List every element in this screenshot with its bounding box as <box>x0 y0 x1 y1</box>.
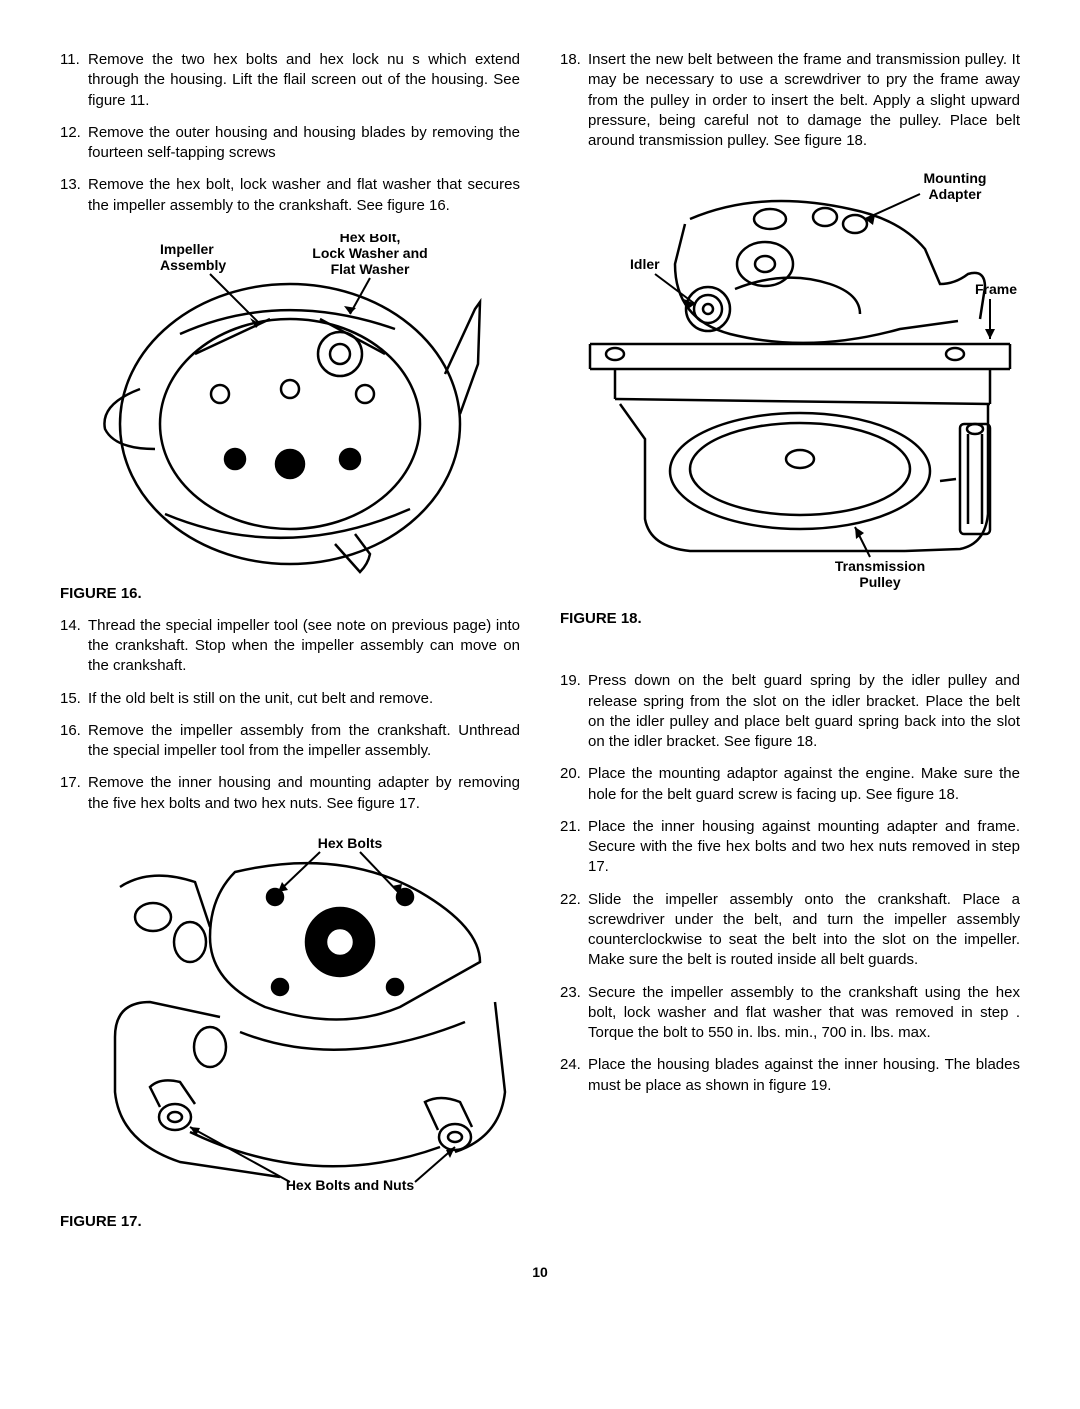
step-number: 19. <box>560 671 588 752</box>
step-text: Remove the impeller assembly from the cr… <box>88 721 520 762</box>
step-item: 22. Slide the impeller assembly onto the… <box>560 890 1020 971</box>
step-text: Remove the two hex bolts and hex lock nu… <box>88 50 520 111</box>
step-item: 18. Insert the new belt between the fram… <box>560 50 1020 151</box>
step-text: Place the inner housing against mounting… <box>588 817 1020 878</box>
step-item: 13. Remove the hex bolt, lock washer and… <box>60 175 520 216</box>
step-item: 21. Place the inner housing against moun… <box>560 817 1020 878</box>
leader-line <box>190 1127 290 1182</box>
step-text: Remove the hex bolt, lock washer and fla… <box>88 175 520 216</box>
step-text: Remove the inner housing and mounting ad… <box>88 773 520 814</box>
step-text: Place the housing blades against the inn… <box>588 1055 1020 1096</box>
figure-17-svg: Hex Bolts <box>60 832 520 1202</box>
steps-list-left-b: 14. Thread the special impeller tool (se… <box>60 616 520 814</box>
label-pulley: Pulley <box>859 574 900 590</box>
figure-18: Mounting Adapter Idler Frame Transmissio… <box>560 169 1020 627</box>
figure-16-caption: FIGURE 16. <box>60 585 520 602</box>
figure-16: Impeller Assembly Hex Bolt, Lock Washer … <box>60 234 520 602</box>
figure-17: Hex Bolts <box>60 832 520 1230</box>
label-flatwasher: Flat Washer <box>331 261 410 277</box>
right-column: 18. Insert the new belt between the fram… <box>560 50 1020 1244</box>
label-assembly: Assembly <box>160 257 226 273</box>
step-text: Remove the outer housing and housing bla… <box>88 123 520 164</box>
page-number: 10 <box>60 1264 1020 1280</box>
step-number: 15. <box>60 689 88 709</box>
label-idler: Idler <box>630 256 660 272</box>
label-mounting: Mounting <box>924 170 987 186</box>
transmission-drawing <box>620 404 990 551</box>
figure-18-svg: Mounting Adapter Idler Frame Transmissio… <box>560 169 1020 599</box>
step-number: 24. <box>560 1055 588 1096</box>
step-text: If the old belt is still on the unit, cu… <box>88 689 520 709</box>
step-number: 14. <box>60 616 88 677</box>
step-number: 13. <box>60 175 88 216</box>
step-item: 14. Thread the special impeller tool (se… <box>60 616 520 677</box>
label-impeller: Impeller <box>160 241 214 257</box>
step-number: 18. <box>560 50 588 151</box>
step-text: Secure the impeller assembly to the cran… <box>588 983 1020 1044</box>
steps-list-right-a: 18. Insert the new belt between the fram… <box>560 50 1020 151</box>
step-text: Press down on the belt guard spring by t… <box>588 671 1020 752</box>
figure-17-caption: FIGURE 17. <box>60 1213 520 1230</box>
step-item: 24. Place the housing blades against the… <box>560 1055 1020 1096</box>
label-frame: Frame <box>975 281 1017 297</box>
left-column: 11. Remove the two hex bolts and hex loc… <box>60 50 520 1244</box>
step-item: 19. Press down on the belt guard spring … <box>560 671 1020 752</box>
step-text: Slide the impeller assembly onto the cra… <box>588 890 1020 971</box>
step-item: 12. Remove the outer housing and housing… <box>60 123 520 164</box>
step-number: 21. <box>560 817 588 878</box>
step-item: 23. Secure the impeller assembly to the … <box>560 983 1020 1044</box>
figure-16-svg: Impeller Assembly Hex Bolt, Lock Washer … <box>60 234 520 574</box>
steps-list-left-a: 11. Remove the two hex bolts and hex loc… <box>60 50 520 216</box>
label-adapter: Adapter <box>929 186 982 202</box>
step-item: 15. If the old belt is still on the unit… <box>60 689 520 709</box>
step-number: 22. <box>560 890 588 971</box>
step-number: 23. <box>560 983 588 1044</box>
spacer <box>560 641 1020 671</box>
step-number: 12. <box>60 123 88 164</box>
step-text: Place the mounting adaptor against the e… <box>588 764 1020 805</box>
label-transmission: Transmission <box>835 558 925 574</box>
steps-list-right-b: 19. Press down on the belt guard spring … <box>560 671 1020 1096</box>
step-number: 16. <box>60 721 88 762</box>
step-item: 20. Place the mounting adaptor against t… <box>560 764 1020 805</box>
step-item: 11. Remove the two hex bolts and hex loc… <box>60 50 520 111</box>
step-item: 16. Remove the impeller assembly from th… <box>60 721 520 762</box>
step-text: Insert the new belt between the frame an… <box>588 50 1020 151</box>
label-lockwasher: Lock Washer and <box>312 245 427 261</box>
label-hexbolts: Hex Bolts <box>318 835 383 851</box>
step-text: Thread the special impeller tool (see no… <box>88 616 520 677</box>
impeller-drawing <box>104 284 480 572</box>
figure-18-caption: FIGURE 18. <box>560 610 1020 627</box>
step-number: 20. <box>560 764 588 805</box>
two-column-layout: 11. Remove the two hex bolts and hex loc… <box>60 50 1020 1244</box>
housing-drawing <box>115 863 505 1177</box>
label-hexbolt: Hex Bolt, <box>340 234 401 245</box>
step-number: 11. <box>60 50 88 111</box>
step-item: 17. Remove the inner housing and mountin… <box>60 773 520 814</box>
arrowhead-icon <box>985 329 995 339</box>
step-number: 17. <box>60 773 88 814</box>
label-hexboltsnuts: Hex Bolts and Nuts <box>286 1177 415 1193</box>
